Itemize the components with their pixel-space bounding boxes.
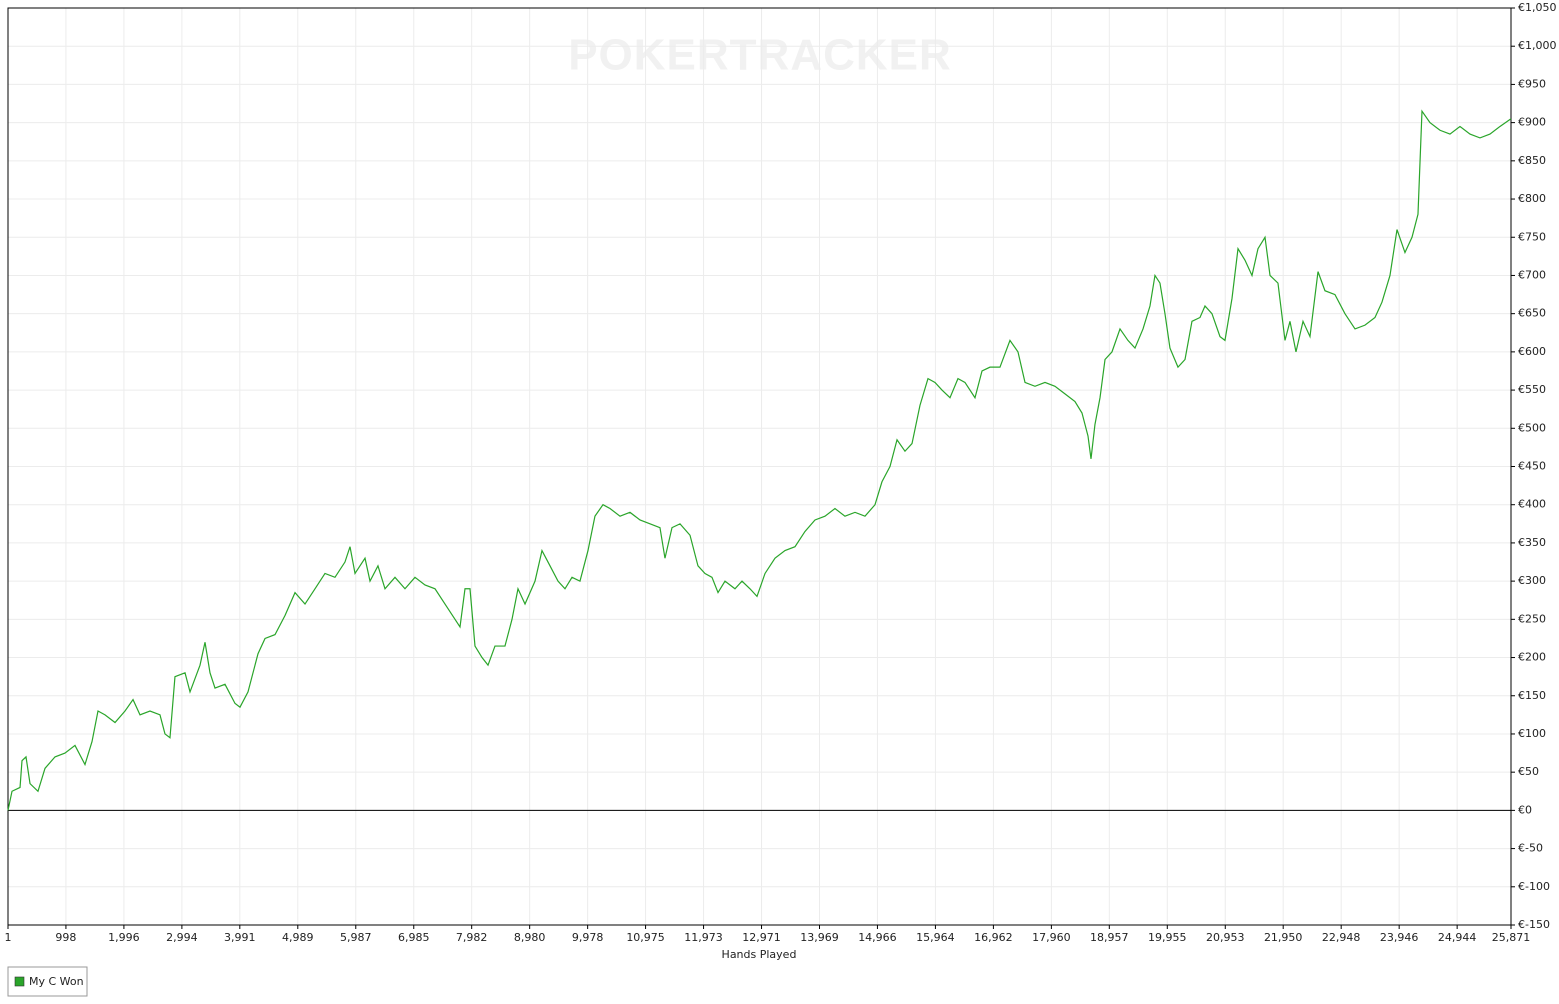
x-tick-label: 13,969 [800,931,839,944]
y-tick-label: €-100 [1518,880,1550,893]
x-tick-label: 11,973 [684,931,723,944]
x-tick-label: 19,955 [1148,931,1187,944]
y-tick-label: €750 [1518,230,1546,243]
x-tick-label: 14,966 [858,931,897,944]
x-tick-label: 15,964 [916,931,955,944]
y-tick-label: €50 [1518,765,1539,778]
legend-swatch [14,976,25,987]
x-tick-label: 7,982 [456,931,488,944]
x-tick-label: 1,996 [108,931,140,944]
x-tick-label: 17,960 [1032,931,1071,944]
x-tick-label: 998 [55,931,76,944]
x-tick-label: 20,953 [1206,931,1245,944]
y-tick-label: €0 [1518,803,1532,816]
plot-frame [7,7,1512,926]
y-tick-label: €1,000 [1518,39,1557,52]
legend: My C Won [7,966,88,997]
x-tick-label: 1 [5,931,12,944]
y-tick-label: €950 [1518,77,1546,90]
x-tick-label: 18,957 [1090,931,1129,944]
y-tick-label: €450 [1518,460,1546,473]
y-tick-label: €350 [1518,536,1546,549]
y-tick-label: €550 [1518,383,1546,396]
y-tick-label: €600 [1518,345,1546,358]
y-tick-label: €200 [1518,651,1546,664]
y-tick-label: €700 [1518,268,1546,281]
x-tick-label: 4,989 [282,931,314,944]
y-tick-label: €650 [1518,307,1546,320]
y-tick-label: €900 [1518,116,1546,129]
x-tick-label: 16,962 [974,931,1013,944]
y-tick-label: €1,050 [1518,1,1557,14]
x-tick-label: 8,980 [514,931,546,944]
x-tick-label: 21,950 [1264,931,1303,944]
y-tick-label: €400 [1518,498,1546,511]
x-axis-label: Hands Played [722,948,797,961]
x-tick-label: 6,985 [398,931,430,944]
x-tick-label: 2,994 [166,931,198,944]
watermark: POKERTRACKER [568,31,952,80]
x-tick-label: 22,948 [1322,931,1361,944]
y-tick-label: €850 [1518,154,1546,167]
legend-label: My C Won [29,975,84,988]
y-tick-label: €500 [1518,421,1546,434]
y-tick-label: €100 [1518,727,1546,740]
x-tick-label: 12,971 [742,931,781,944]
y-tick-label: €-150 [1518,918,1550,931]
y-tick-label: €300 [1518,574,1546,587]
data-line [7,109,1512,811]
x-tick-label: 24,944 [1438,931,1477,944]
x-tick-label: 10,975 [626,931,665,944]
y-tick-label: €150 [1518,689,1546,702]
x-tick-label: 3,991 [224,931,256,944]
y-tick-label: €250 [1518,612,1546,625]
x-tick-label: 23,946 [1380,931,1419,944]
x-tick-label: 5,987 [340,931,372,944]
x-tick-label: 9,978 [572,931,604,944]
y-tick-label: €-50 [1518,842,1543,855]
x-tick-label: 25,871 [1492,931,1531,944]
y-tick-label: €800 [1518,192,1546,205]
